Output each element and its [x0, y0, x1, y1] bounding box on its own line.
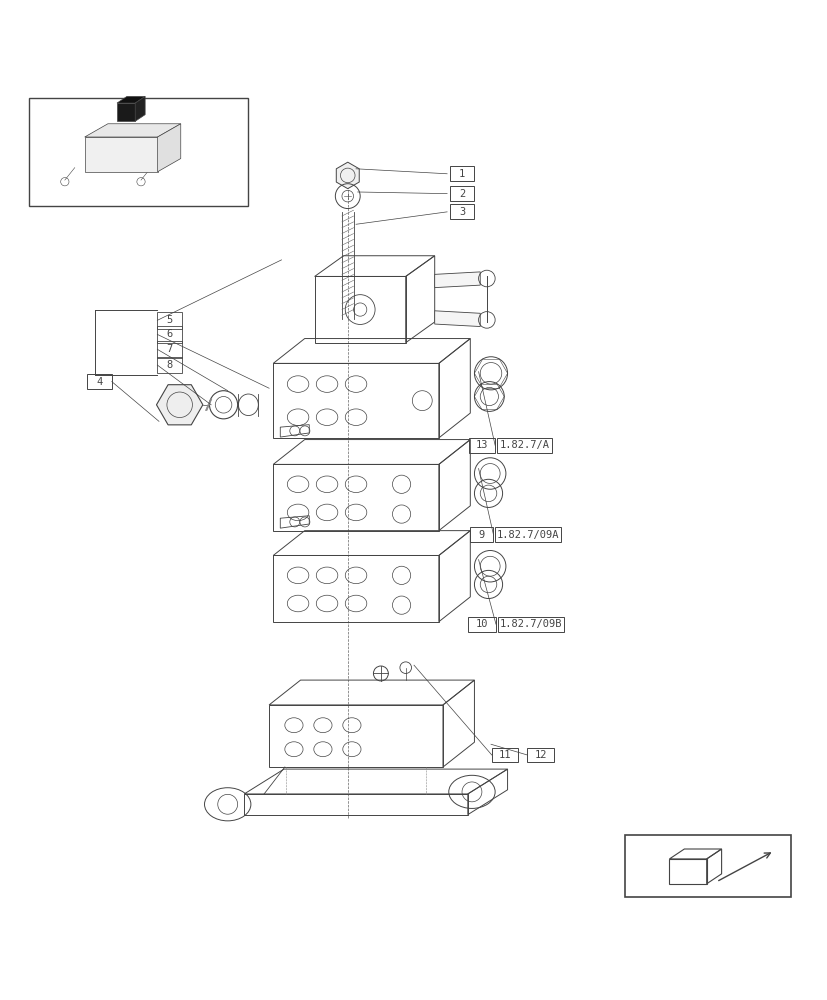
- Text: 1: 1: [458, 169, 465, 179]
- Text: 11: 11: [498, 750, 511, 760]
- Text: 5: 5: [166, 315, 173, 325]
- Bar: [29, 98, 248, 206]
- Bar: [87, 374, 112, 389]
- Bar: [624, 835, 790, 897]
- Polygon shape: [84, 137, 157, 172]
- Text: 1.82.7/09A: 1.82.7/09A: [496, 530, 559, 540]
- Bar: [157, 357, 182, 373]
- Bar: [157, 312, 182, 329]
- Bar: [495, 527, 561, 542]
- Bar: [449, 166, 474, 181]
- Bar: [470, 527, 493, 542]
- Polygon shape: [135, 96, 145, 121]
- Bar: [157, 326, 182, 343]
- Bar: [491, 748, 518, 762]
- Text: 13: 13: [475, 440, 488, 450]
- Bar: [449, 204, 474, 219]
- Bar: [467, 617, 495, 632]
- Text: 8: 8: [166, 360, 173, 370]
- Text: 7: 7: [166, 344, 173, 354]
- Bar: [468, 438, 495, 453]
- Bar: [157, 341, 182, 358]
- Text: 12: 12: [533, 750, 547, 760]
- Polygon shape: [157, 124, 180, 172]
- Polygon shape: [156, 385, 203, 425]
- Text: 6: 6: [166, 329, 173, 339]
- Bar: [496, 438, 551, 453]
- Text: 3: 3: [458, 207, 465, 217]
- Polygon shape: [336, 162, 359, 189]
- Text: 4: 4: [96, 377, 103, 387]
- Bar: [527, 748, 553, 762]
- Bar: [449, 186, 474, 201]
- Polygon shape: [434, 311, 480, 327]
- Bar: [497, 617, 563, 632]
- Polygon shape: [434, 272, 480, 288]
- Text: 1.82.7/A: 1.82.7/A: [499, 440, 548, 450]
- Text: 1.82.7/09B: 1.82.7/09B: [499, 619, 562, 629]
- Text: 10: 10: [475, 619, 488, 629]
- Text: 2: 2: [458, 189, 465, 199]
- Polygon shape: [84, 124, 180, 137]
- Polygon shape: [117, 103, 135, 121]
- Text: 9: 9: [478, 530, 485, 540]
- Polygon shape: [117, 96, 145, 103]
